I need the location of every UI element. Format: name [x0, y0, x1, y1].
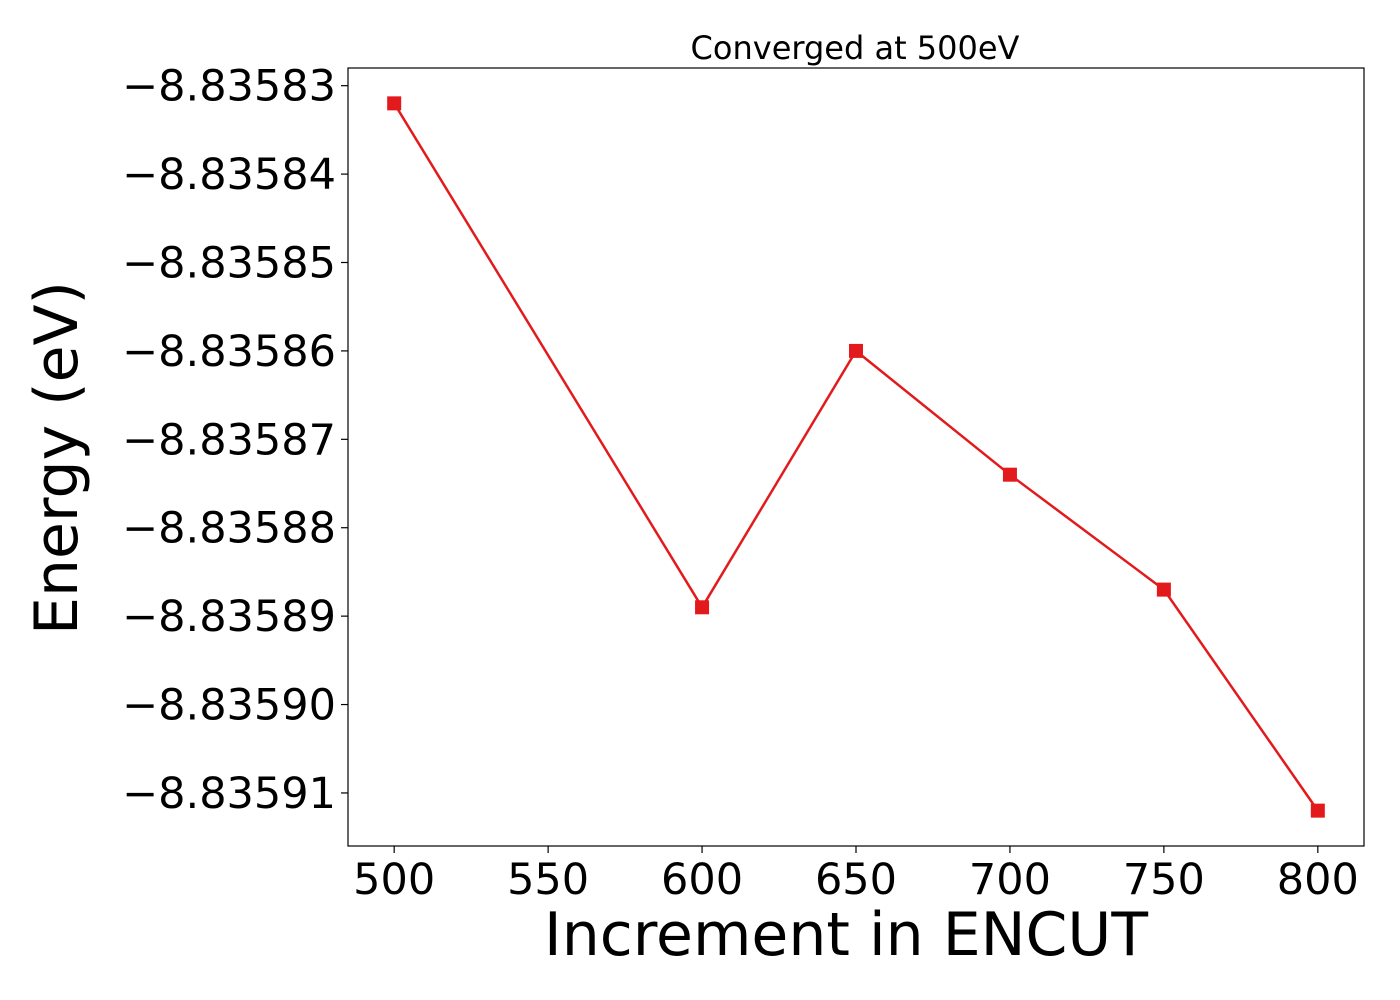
y-tick-label: −8.83585: [122, 239, 336, 289]
y-tick-label: −8.83589: [122, 592, 336, 642]
x-tick-label: 700: [969, 855, 1051, 905]
data-point-marker: [1310, 803, 1325, 818]
x-tick-label: 500: [353, 855, 435, 905]
y-tick-label: −8.83586: [122, 327, 336, 377]
y-axis: −8.83583 −8.83584 −8.83585 −8.83586 −8.83587…: [122, 62, 348, 819]
x-axis-label: Increment in ENCUT: [544, 900, 1148, 970]
x-tick-label: 550: [507, 855, 589, 905]
series-line: [393, 102, 1319, 812]
x-tick-label: 600: [661, 855, 743, 905]
y-tick-label: −8.83590: [122, 681, 336, 731]
x-tick-label: 800: [1277, 855, 1359, 905]
y-tick-label: −8.83584: [122, 150, 336, 200]
x-tick-label: 650: [815, 855, 897, 905]
data-point-marker: [387, 96, 402, 111]
chart-title: Converged at 500eV: [691, 29, 1020, 67]
data-point-marker: [695, 600, 710, 615]
y-tick-label: −8.83588: [122, 504, 336, 554]
data-point-marker: [1156, 582, 1171, 597]
data-point-marker: [849, 343, 863, 358]
series-layer: [387, 96, 1325, 818]
y-axis-label: Energy (eV): [22, 281, 92, 635]
data-point-marker: [1002, 467, 1017, 482]
y-tick-label: −8.83591: [122, 769, 336, 819]
x-axis: 500 550 600 650 700 750 800: [353, 846, 1359, 905]
y-tick-label: −8.83583: [122, 62, 336, 112]
x-tick-label: 750: [1123, 855, 1205, 905]
y-tick-label: −8.83587: [122, 415, 336, 465]
